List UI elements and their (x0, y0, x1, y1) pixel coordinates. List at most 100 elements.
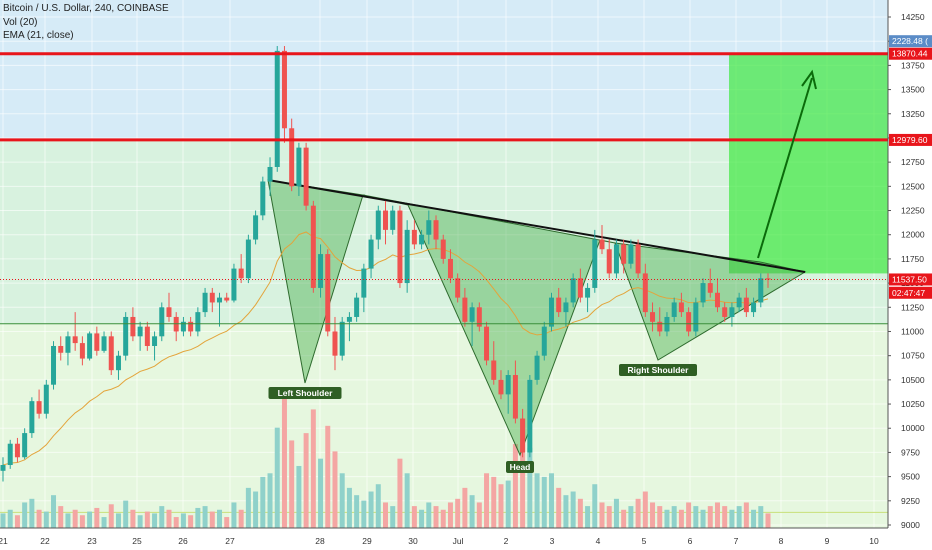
volume-bar (613, 498, 619, 528)
volume-bar (195, 507, 201, 528)
price-tag (889, 35, 932, 48)
volume-bar (556, 487, 562, 528)
candle (224, 297, 230, 301)
volume-bar (650, 502, 656, 528)
candle (202, 292, 208, 313)
volume-bar (678, 509, 684, 528)
candle (72, 336, 78, 344)
price-tick-label: 10500 (901, 375, 925, 385)
candle (260, 181, 266, 216)
volume-bar (115, 513, 121, 528)
volume-bar (527, 447, 533, 528)
volume-bar (260, 476, 266, 528)
volume-bar (375, 484, 381, 528)
volume-bar (455, 498, 461, 528)
candle (310, 205, 316, 288)
volume-bar (231, 502, 237, 528)
candle (166, 307, 172, 317)
volume-bar (238, 509, 244, 528)
price-tick-label: 9000 (901, 520, 920, 530)
candle (707, 283, 713, 293)
price-tick-label: 12000 (901, 230, 925, 240)
candle (765, 278, 771, 280)
volume-bar (426, 502, 432, 528)
candle (397, 210, 403, 284)
volume-bar (202, 506, 208, 528)
candle (325, 254, 331, 332)
volume-bar (758, 506, 764, 528)
price-tag (889, 47, 932, 60)
volume-bar (462, 487, 468, 528)
candle (411, 229, 417, 245)
volume-bar (296, 465, 302, 528)
candle (65, 336, 71, 353)
lower-zone (0, 323, 888, 528)
volume-bar (209, 511, 215, 528)
time-tick-label: 23 (87, 536, 97, 546)
price-tick-label: 11000 (901, 326, 924, 336)
candle (722, 307, 728, 317)
price-tick-label: 9500 (901, 472, 920, 482)
time-tick-label: Jul (453, 536, 464, 546)
candle (152, 336, 158, 346)
candle (635, 244, 641, 274)
candle (714, 292, 720, 308)
volume-bar (346, 487, 352, 528)
volume-bar (159, 506, 165, 528)
candle (563, 302, 569, 313)
candle (7, 443, 13, 466)
candle (548, 297, 554, 327)
candle (209, 292, 215, 303)
time-tick-label: 9 (825, 536, 830, 546)
candle (606, 249, 612, 274)
volume-bar (325, 425, 331, 528)
candle (484, 326, 490, 361)
price-tick-label: 13750 (901, 60, 925, 70)
candle (534, 355, 540, 380)
neckline (267, 179, 806, 273)
candle (101, 336, 107, 351)
candle (58, 345, 64, 353)
price-tag-label: 2228.48 ( (892, 36, 928, 46)
volume-bar (108, 504, 114, 528)
candle (281, 50, 287, 129)
candle (217, 297, 223, 303)
volume-bar (173, 517, 179, 528)
volume-bar (43, 511, 49, 528)
volume-bar (51, 495, 57, 528)
candle (613, 244, 619, 274)
volume-bar (390, 506, 396, 528)
candle (253, 215, 259, 240)
candle (87, 333, 93, 359)
candle (43, 384, 49, 414)
candle (368, 239, 374, 269)
volume-bar (253, 491, 259, 528)
volume-bar (14, 515, 20, 528)
time-tick-label: 2 (504, 536, 509, 546)
time-tick-label: 25 (132, 536, 142, 546)
candle (137, 326, 143, 337)
candle (433, 220, 439, 240)
candle (79, 343, 85, 359)
candle (404, 229, 410, 284)
candle (621, 244, 627, 264)
time-tick-label: 26 (178, 536, 188, 546)
candle (447, 258, 453, 279)
candle (570, 278, 576, 303)
volume-bar (498, 484, 504, 528)
volume-bar (743, 502, 749, 528)
volume-bar (397, 458, 403, 528)
volume-bar (585, 506, 591, 528)
volume-indicator-label: Vol (20) (3, 17, 38, 28)
time-tick-label: 21 (0, 536, 8, 546)
price-tick-label: 13500 (901, 85, 925, 95)
pattern-label: Head (510, 462, 531, 472)
candle (14, 443, 20, 458)
price-tick-label: 11250 (901, 302, 924, 312)
price-tick-label: 11750 (901, 254, 924, 264)
price-tag (889, 286, 932, 299)
candle (238, 268, 244, 279)
time-tick-label: 10 (869, 536, 879, 546)
volume-bar (476, 502, 482, 528)
